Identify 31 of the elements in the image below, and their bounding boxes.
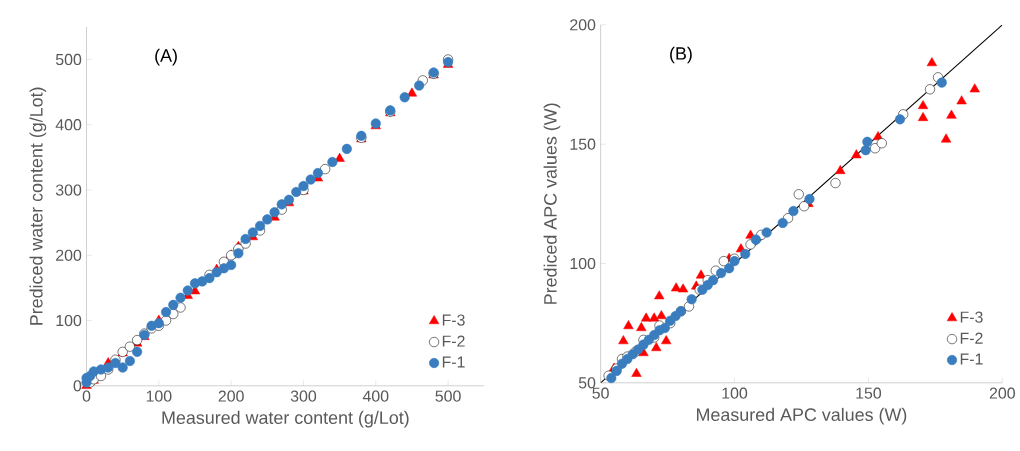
legend-label: F-3 xyxy=(960,311,983,323)
x-tick-label: 200 xyxy=(218,390,244,402)
x-tick-label: 50 xyxy=(592,387,609,399)
x-tick-label: 100 xyxy=(722,387,748,399)
legend-label: F-1 xyxy=(960,353,983,365)
y-tick-label: 50 xyxy=(578,376,596,389)
legend-label: F-2 xyxy=(960,332,983,344)
text: (B) xyxy=(670,46,692,64)
x-tick-label: 0 xyxy=(82,390,91,402)
x-tick-label: 400 xyxy=(362,390,389,402)
x-tick-label: 100 xyxy=(146,390,172,402)
x-tick-label: 500 xyxy=(435,390,461,402)
x-tick-label: 150 xyxy=(856,387,882,399)
y-tick-label: 200 xyxy=(570,19,596,31)
legend-label: F-1 xyxy=(442,356,465,368)
y-tick-label: 100 xyxy=(56,314,82,326)
y-tick-label: 500 xyxy=(55,53,82,65)
legend-label: F-2 xyxy=(442,335,465,347)
x-tick-label: 200 xyxy=(989,387,1015,399)
y-axis-title: Prediced APC values (W) xyxy=(543,103,561,304)
y-axis-title: Prediced water content (g/Lot) xyxy=(29,87,47,325)
y-tick-label: 300 xyxy=(55,184,82,196)
x-axis-title: Measured APC values (W) xyxy=(697,407,907,425)
y-tick-label: 400 xyxy=(55,118,82,131)
x-axis-title: Measured water content (g/Lot) xyxy=(162,410,409,428)
y-tick-label: 200 xyxy=(56,249,82,261)
legend-label: F-3 xyxy=(442,314,465,326)
y-tick-label: 150 xyxy=(570,138,596,150)
x-tick-label: 300 xyxy=(290,390,317,402)
y-tick-label: 100 xyxy=(570,257,596,269)
text: (A) xyxy=(155,48,177,66)
